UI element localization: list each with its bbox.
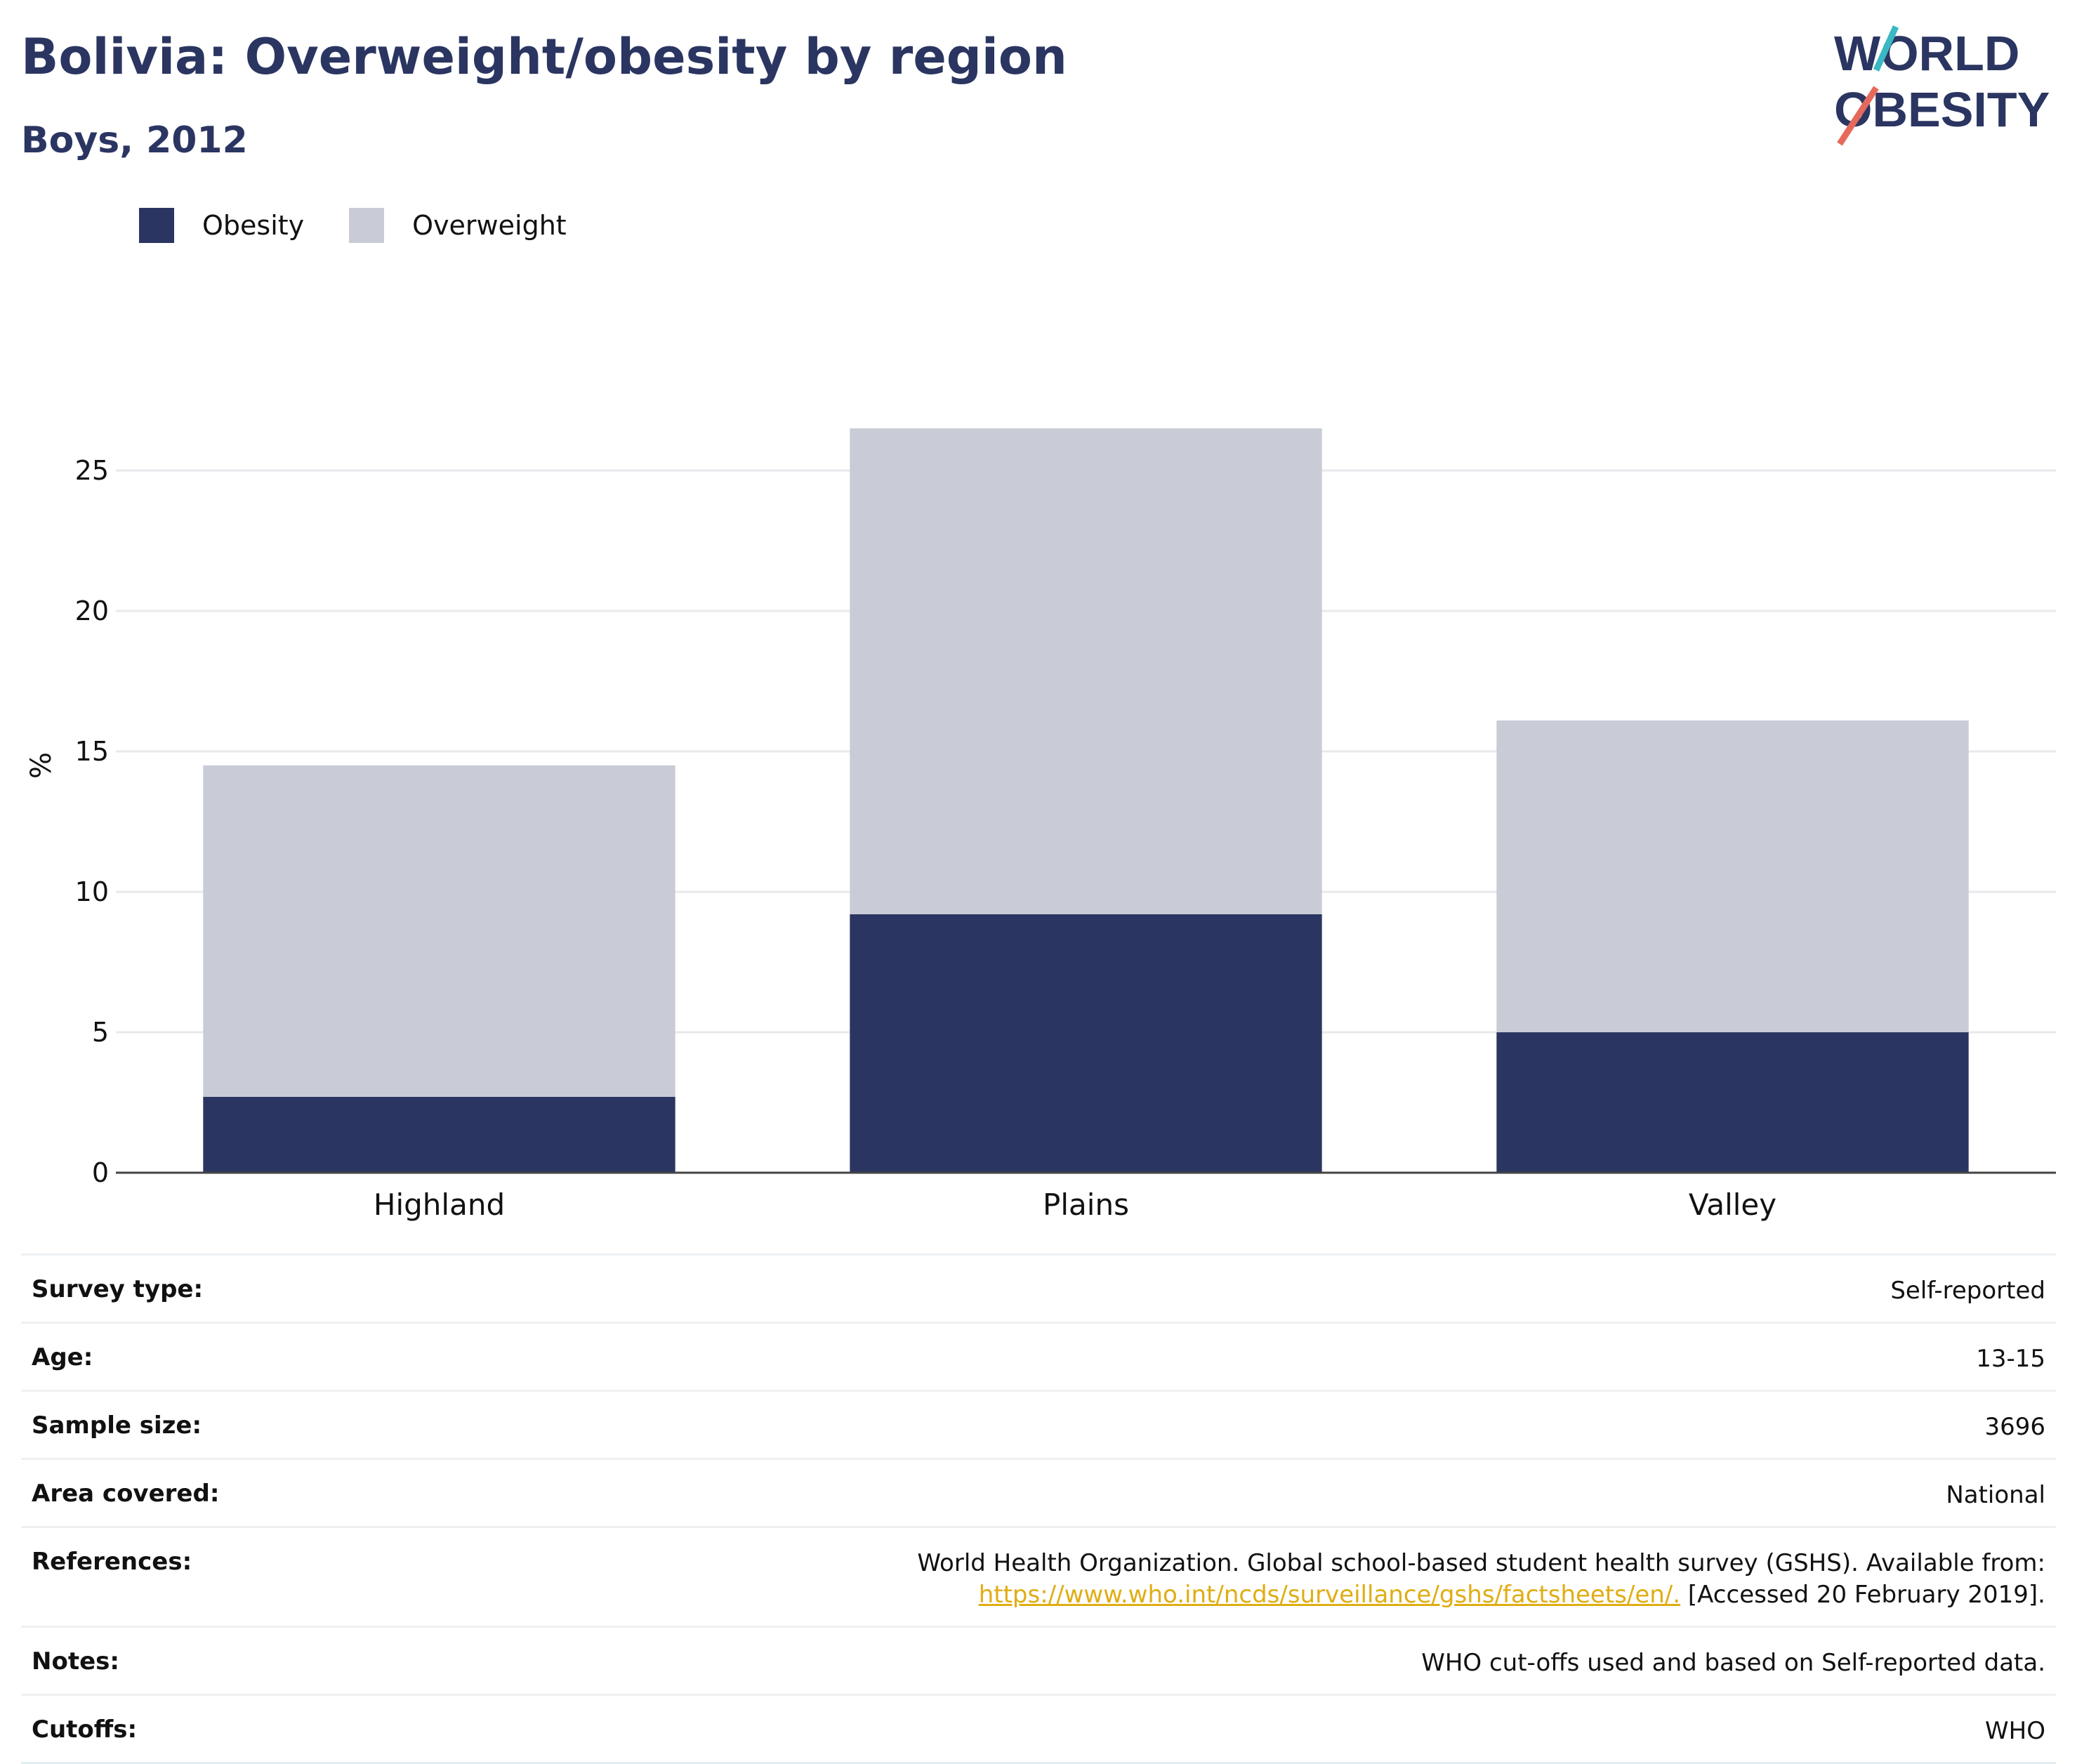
meta-value: WHO cut-offs used and based on Self-repo…	[1421, 1649, 2045, 1678]
reference-accessed: [Accessed 20 February 2019].	[1680, 1581, 2045, 1610]
survey-metadata-table: Survey type: Self-reported Age: 13-15 Sa…	[21, 1253, 2056, 1764]
legend-label-obesity: Obesity	[202, 210, 305, 241]
chart-subtitle: Boys, 2012	[21, 119, 248, 162]
bar-obesity-valley	[1496, 1032, 1969, 1173]
meta-row-age: Age: 13-15	[21, 1321, 2056, 1390]
meta-key: References:	[32, 1547, 192, 1576]
meta-key: Notes:	[32, 1647, 119, 1676]
bar-obesity-highland	[203, 1097, 675, 1173]
meta-key: Sample size:	[32, 1411, 202, 1440]
chart-legend: Obesity Overweight	[139, 208, 612, 243]
meta-row-cutoffs: Cutoffs: WHO	[21, 1694, 2056, 1764]
world-obesity-logo: WORLD OBESITY	[1834, 25, 2050, 146]
svg-text:OBESITY: OBESITY	[1834, 82, 2050, 137]
meta-row-references: References: World Health Organization. G…	[21, 1525, 2056, 1626]
meta-key: Cutoffs:	[32, 1716, 138, 1744]
meta-key: Survey type:	[32, 1275, 204, 1303]
meta-row-sample-size: Sample size: 3696	[21, 1389, 2056, 1458]
y-tick-label: 25	[75, 455, 109, 486]
y-tick-label: 0	[92, 1157, 109, 1188]
x-tick-label: Plains	[1043, 1187, 1129, 1222]
bar-obesity-plains	[850, 914, 1322, 1173]
y-tick-label: 5	[92, 1017, 109, 1048]
y-tick-label: 15	[75, 736, 109, 767]
legend-swatch-overweight	[349, 208, 385, 243]
bar-overweight-valley	[1496, 720, 1969, 1032]
meta-value: WHO	[1985, 1717, 2045, 1746]
meta-row-notes: Notes: WHO cut-offs used and based on Se…	[21, 1626, 2056, 1694]
stacked-bar-chart: 0 5 10 15 20 25% Highland Plains Valley	[25, 428, 2056, 1222]
meta-row-area-covered: Area covered: National	[21, 1457, 2056, 1526]
legend-item-overweight[interactable]: Overweight	[349, 208, 567, 243]
legend-label-overweight: Overweight	[412, 210, 567, 241]
chart-title: Bolivia: Overweight/obesity by region	[21, 28, 1067, 86]
x-tick-label: Highland	[374, 1187, 505, 1222]
legend-item-obesity[interactable]: Obesity	[139, 208, 304, 243]
meta-value: Self-reported	[1890, 1277, 2045, 1305]
reference-text: World Health Organization. Global school…	[917, 1548, 2045, 1577]
x-tick-label: Valley	[1689, 1187, 1776, 1222]
bar-overweight-highland	[203, 765, 675, 1097]
meta-value: World Health Organization. Global school…	[917, 1548, 2045, 1612]
svg-text:WORLD: WORLD	[1834, 26, 2019, 81]
meta-value: 13-15	[1976, 1344, 2045, 1373]
meta-row-survey-type: Survey type: Self-reported	[21, 1253, 2056, 1322]
bar-overweight-plains	[850, 428, 1322, 914]
meta-value: National	[1946, 1480, 2045, 1509]
y-tick-label: 10	[75, 876, 109, 907]
y-tick-label: 20	[75, 595, 109, 626]
meta-key: Age:	[32, 1343, 93, 1371]
meta-key: Area covered:	[32, 1479, 220, 1508]
y-axis-label: %	[25, 752, 58, 779]
legend-swatch-obesity	[139, 208, 174, 243]
meta-value: 3696	[1984, 1412, 2045, 1441]
reference-link[interactable]: https://www.who.int/ncds/surveillance/gs…	[978, 1581, 1681, 1610]
